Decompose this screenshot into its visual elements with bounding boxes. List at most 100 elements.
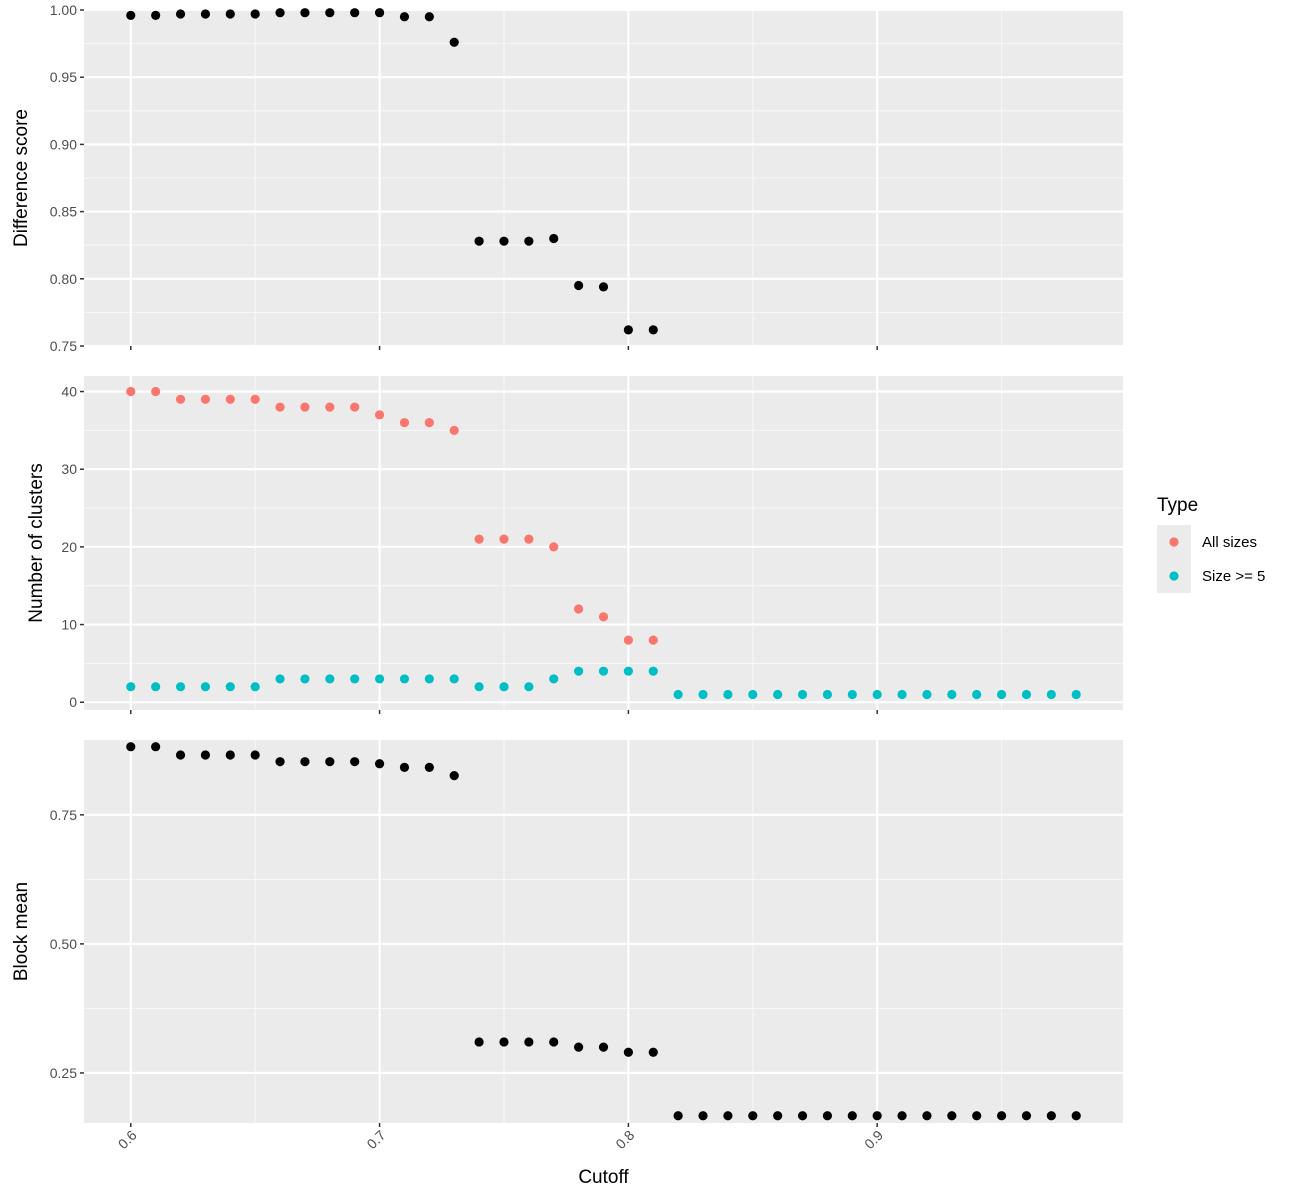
number-of-clusters-data-point [822,689,833,700]
number-of-clusters-data-point [250,682,260,692]
number-of-clusters-data-point [449,425,459,435]
number-of-clusters-data-point [126,682,136,692]
difference-score-y-tick-label: 0.95 [50,69,77,85]
number-of-clusters-data-point [648,635,658,645]
block-mean-data-point [499,1037,509,1047]
number-of-clusters-data-point [126,386,136,397]
number-of-clusters-data-point [598,612,609,622]
difference-score-data-point [549,233,559,244]
block-mean-data-point [574,1042,584,1052]
number-of-clusters-data-point [250,394,260,404]
difference-score-x-ticks [130,346,878,350]
difference-score-data-point [623,325,633,335]
block-mean-data-point [200,750,211,760]
difference-score-data-point [175,9,186,19]
number-of-clusters-data-point [723,689,733,700]
number-of-clusters-data-point [300,674,310,684]
x-axis-tick-labels: 0.6 0.7 0.8 0.9 [115,1127,887,1152]
difference-score-data-point [200,9,211,19]
block-mean-data-point [822,1111,833,1121]
number-of-clusters-data-point [1046,689,1056,700]
difference-score-y-tick-label: 1.00 [50,2,77,18]
legend-label-all-sizes: All sizes [1202,534,1257,551]
difference-score-data-point [275,8,285,18]
block-mean-y-tick-label: 0.50 [50,936,77,952]
number-of-clusters-data-point [872,689,882,700]
block-mean-data-point [225,750,235,760]
x-axis-title: Cutoff [578,1167,629,1188]
legend-marker-size-ge-5 [1169,571,1179,581]
number-of-clusters-data-point [399,418,410,428]
number-of-clusters-data-point [922,689,932,700]
x-tick-label: 0.9 [861,1127,886,1152]
block-mean-data-point [175,750,186,760]
difference-score-panel: 0.75 0.80 0.85 0.90 0.95 1.00 Difference scor… [11,2,1123,354]
block-mean-data-point [549,1037,559,1047]
number-of-clusters-data-point [1021,689,1032,700]
difference-score-data-point [648,325,658,335]
number-of-clusters-data-point [275,674,285,684]
difference-score-data-point [300,8,310,18]
number-of-clusters-data-point [773,689,783,700]
number-of-clusters-y-tick-label: 20 [61,539,77,555]
block-mean-data-point [623,1047,633,1057]
number-of-clusters-data-point [996,689,1007,700]
number-of-clusters-data-point [200,394,211,404]
x-tick-label: 0.6 [115,1127,140,1152]
block-mean-data-point [1046,1111,1056,1121]
block-mean-data-point [374,759,385,769]
number-of-clusters-data-point [175,394,186,404]
difference-score-gridlines [84,8,1123,348]
block-mean-data-point [300,757,310,767]
number-of-clusters-data-point [499,534,509,544]
difference-score-data-point [399,12,410,22]
block-mean-data-point [250,750,260,760]
block-mean-y-tick-label: 0.75 [50,807,77,823]
legend-label-size-ge-5: Size >= 5 [1202,568,1265,585]
number-of-clusters-data-point [524,682,534,692]
number-of-clusters-data-point [350,674,360,684]
number-of-clusters-data-point [350,402,360,412]
number-of-clusters-data-point [574,604,584,614]
block-mean-data-point [151,742,161,752]
number-of-clusters-y-tick-label: 10 [61,617,77,633]
number-of-clusters-data-point [648,666,658,676]
block-mean-data-point [1021,1111,1032,1121]
block-mean-data-point [773,1111,783,1121]
number-of-clusters-data-point [549,542,559,552]
difference-score-data-point [250,9,260,19]
block-mean-y-ticks: 0.25 0.50 0.75 [50,807,84,1081]
number-of-clusters-y-tick-label: 0 [69,694,77,710]
number-of-clusters-data-point [748,689,758,700]
number-of-clusters-y-tick-label: 30 [61,461,77,477]
number-of-clusters-data-point [225,394,235,404]
legend-title: Type [1157,495,1198,516]
number-of-clusters-data-point [847,689,857,700]
block-mean-data-point [698,1111,708,1121]
difference-score-data-point [449,37,459,47]
x-tick-label: 0.7 [364,1127,389,1152]
number-of-clusters-data-point [275,402,285,412]
number-of-clusters-panel: 0 10 20 30 40 Number of clusters [26,376,1123,714]
number-of-clusters-data-point [972,689,982,700]
number-of-clusters-data-point [325,674,335,684]
block-mean-data-point [449,771,459,781]
number-of-clusters-data-point [424,674,434,684]
block-mean-data-point [126,742,136,752]
block-mean-data-point [748,1111,758,1121]
number-of-clusters-data-point [151,682,161,692]
number-of-clusters-data-point [399,674,410,684]
number-of-clusters-data-point [623,666,633,676]
number-of-clusters-gridlines [84,376,1123,710]
block-mean-data-point [1071,1111,1081,1121]
difference-score-data-point [524,236,534,246]
number-of-clusters-data-point [499,682,509,692]
block-mean-data-point [598,1042,609,1052]
difference-score-data-point [374,8,385,18]
legend-marker-all-sizes [1169,537,1179,547]
block-mean-y-axis-title: Block mean [11,882,32,981]
block-mean-data-point [996,1111,1007,1121]
number-of-clusters-y-ticks: 0 10 20 30 40 [61,384,84,710]
